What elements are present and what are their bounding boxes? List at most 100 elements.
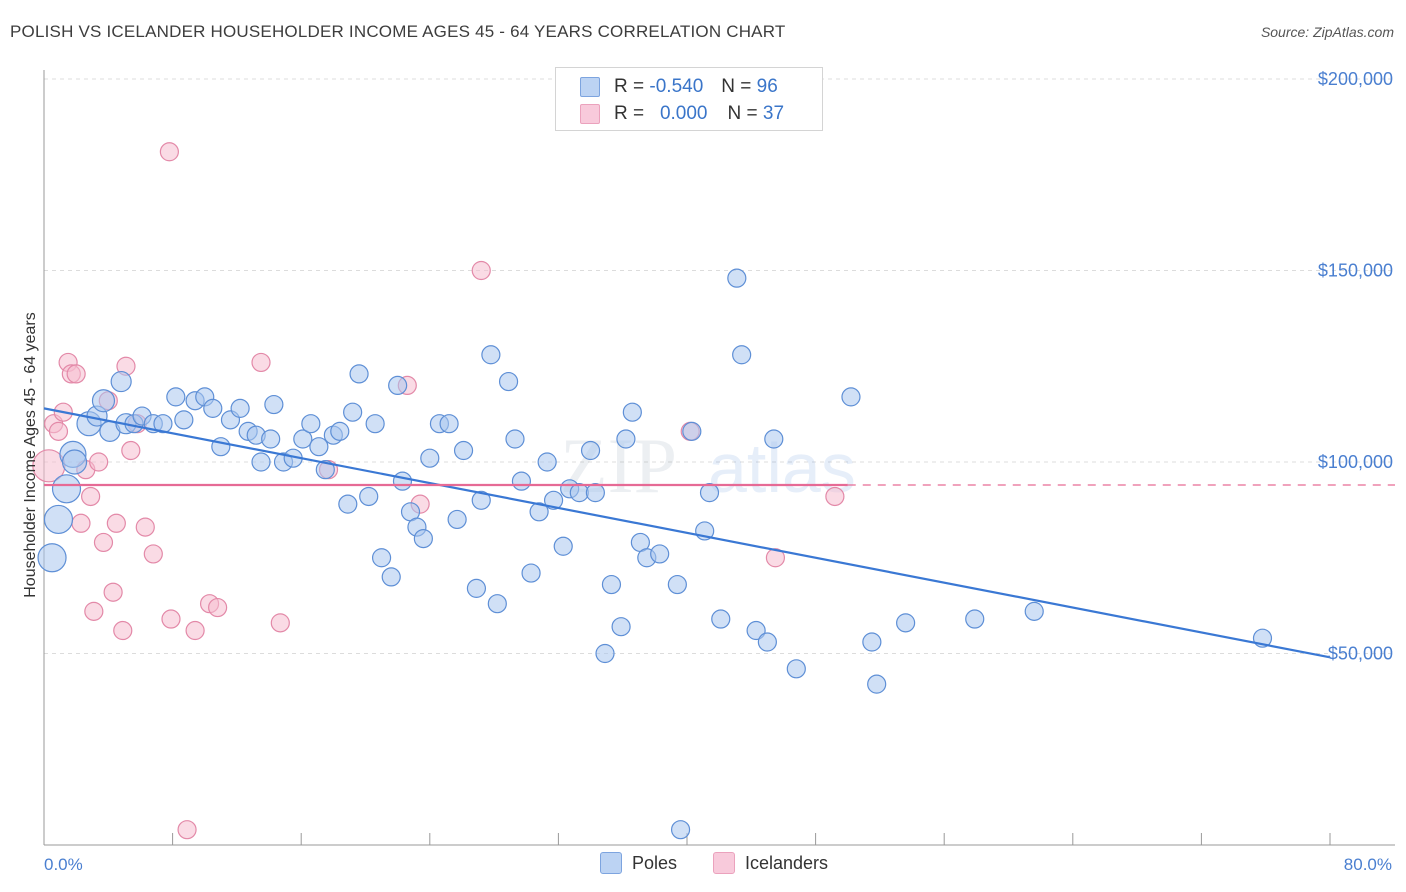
y-tick-label: $100,000	[1318, 452, 1393, 472]
pole-point	[786, 659, 806, 679]
trend-lines	[43, 407, 1395, 659]
icelander-point	[270, 613, 290, 633]
pole-point	[667, 574, 687, 595]
icelander-point	[113, 620, 133, 641]
pole-point	[543, 490, 564, 510]
pole-point	[505, 429, 525, 449]
icelanders-swatch	[580, 104, 600, 124]
pole-point	[153, 414, 173, 434]
pole-point	[670, 820, 691, 840]
icelander-point	[71, 513, 91, 533]
icelander-point	[84, 601, 104, 621]
source-credit: Source: ZipAtlas.com	[1260, 24, 1394, 40]
r-label: R =	[614, 103, 645, 124]
icelander-point	[825, 486, 845, 507]
pole-point	[757, 632, 777, 652]
icelander-point	[135, 517, 155, 537]
pole-point	[1024, 601, 1044, 621]
pole-point	[580, 440, 601, 461]
icelander-point	[66, 364, 86, 384]
icelander-point	[177, 820, 197, 840]
x-tick-max: 80.0%	[1344, 855, 1392, 874]
icelander-point	[251, 352, 271, 373]
n-label: N =	[721, 76, 752, 97]
icelander-point	[161, 609, 181, 629]
pole-point	[862, 632, 882, 652]
y-tick-label: $150,000	[1318, 261, 1393, 281]
pole-point	[447, 509, 467, 530]
n-value-poles: 96	[756, 76, 778, 97]
pole-point	[727, 268, 747, 288]
pole-point	[682, 421, 702, 441]
icelander-point	[208, 597, 228, 618]
pole-point	[487, 594, 507, 614]
pole-point	[481, 345, 501, 365]
y-tick-labels: $50,000 $100,000 $150,000 $200,000	[1318, 69, 1393, 664]
icelander-point	[159, 142, 179, 162]
pole-point	[349, 364, 369, 384]
icelander-point	[48, 421, 69, 441]
icelander-point	[89, 452, 109, 472]
pole-point	[359, 486, 379, 507]
pole-point	[896, 613, 916, 633]
pole-point	[91, 389, 116, 413]
pole-point	[338, 494, 358, 514]
pole-point	[699, 483, 720, 503]
legend-icelanders[interactable]: Icelanders	[713, 852, 828, 874]
icelander-point	[185, 620, 205, 641]
pole-point	[616, 429, 636, 449]
x-tick-min: 0.0%	[44, 855, 83, 874]
poles-legend-swatch	[600, 852, 622, 874]
n-value-icelanders: 37	[762, 103, 785, 124]
pole-point	[537, 452, 557, 472]
stats-legend: R = -0.540 N = 96 R = 0.000 N = 37	[555, 67, 823, 131]
pole-point	[595, 643, 615, 664]
pole-point	[37, 543, 67, 573]
pole-point	[569, 483, 589, 503]
poles-swatch	[580, 77, 600, 97]
pole-point	[764, 429, 784, 449]
chart-title: POLISH VS ICELANDER HOUSEHOLDER INCOME A…	[10, 22, 786, 41]
pole-point	[746, 620, 766, 641]
pole-point	[732, 345, 752, 365]
pole-point	[330, 421, 350, 441]
pole-point	[498, 371, 519, 392]
pole-point	[61, 449, 88, 475]
legend-poles[interactable]: Poles	[600, 852, 677, 874]
pole-point	[466, 578, 487, 598]
pole-point	[529, 502, 549, 522]
pole-point	[611, 617, 631, 637]
pole-point	[650, 544, 670, 564]
pole-point	[388, 375, 408, 395]
pole-point	[711, 609, 731, 629]
pole-point	[413, 528, 433, 549]
icelander-point	[103, 582, 123, 602]
pole-point	[251, 452, 271, 472]
pole-point	[453, 440, 474, 461]
pole-point	[420, 448, 440, 468]
pole-point	[622, 402, 642, 422]
pole-point	[166, 387, 186, 407]
pole-point	[439, 414, 459, 434]
n-label: N =	[727, 103, 758, 124]
pole-point	[365, 414, 385, 434]
pole-point	[841, 387, 861, 407]
icelander-point	[121, 440, 141, 461]
pole-point	[392, 471, 413, 491]
r-value-poles: -0.540	[649, 76, 704, 97]
grid-lines	[44, 78, 1395, 654]
y-tick-label: $200,000	[1318, 69, 1393, 89]
icelander-point	[81, 486, 101, 507]
pole-point	[381, 567, 401, 587]
r-value-icelanders: 0.000	[659, 103, 708, 124]
pole-point	[203, 398, 223, 418]
pole-point	[585, 483, 605, 503]
y-tick-label: $50,000	[1328, 644, 1393, 664]
pole-point	[965, 609, 985, 629]
pole-point	[261, 429, 281, 449]
icelander-point	[143, 544, 163, 564]
pole-point	[309, 437, 329, 457]
pole-point	[867, 674, 887, 694]
pole-point	[51, 474, 82, 504]
